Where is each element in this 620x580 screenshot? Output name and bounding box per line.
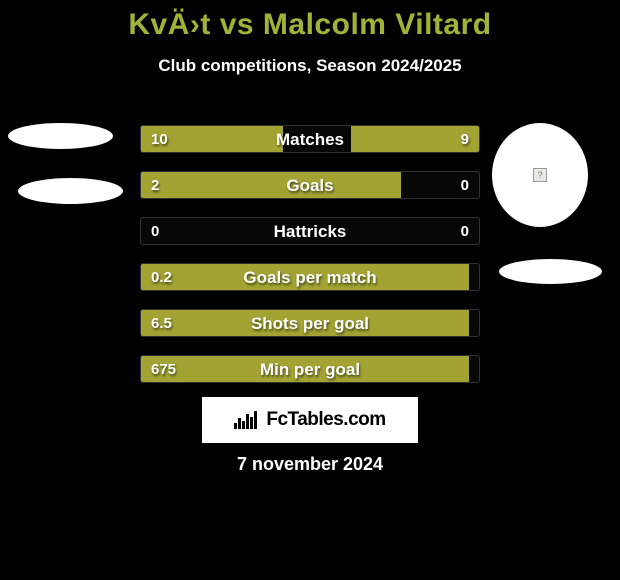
missing-image-icon: ? (533, 168, 547, 182)
left-decor-ellipse-1 (8, 123, 113, 149)
branding-badge: FcTables.com (202, 397, 418, 443)
stat-value-right: 0 (461, 172, 469, 198)
stat-value-left: 0 (151, 218, 159, 244)
snapshot-date: 7 november 2024 (0, 454, 620, 475)
stat-label: Min per goal (141, 356, 479, 382)
branding-text: FcTables.com (266, 409, 385, 431)
stat-value-left: 10 (151, 126, 168, 152)
stat-value-left: 2 (151, 172, 159, 198)
stat-row: 675Min per goal (140, 355, 480, 383)
player-right-avatar: ? (492, 123, 588, 227)
stat-label: Goals per match (141, 264, 479, 290)
stat-label: Hattricks (141, 218, 479, 244)
stat-value-left: 0.2 (151, 264, 172, 290)
right-decor-ellipse (499, 259, 602, 284)
comparison-title: KvÄ›t vs Malcolm Viltard (0, 0, 620, 42)
comparison-subtitle: Club competitions, Season 2024/2025 (0, 56, 620, 76)
left-decor-ellipse-2 (18, 178, 123, 204)
stat-row: 10Matches9 (140, 125, 480, 153)
stat-value-left: 675 (151, 356, 176, 382)
stat-label: Goals (141, 172, 479, 198)
stat-label: Shots per goal (141, 310, 479, 336)
stat-value-left: 6.5 (151, 310, 172, 336)
stat-row: 2Goals0 (140, 171, 480, 199)
stat-value-right: 9 (461, 126, 469, 152)
fctables-logo-icon (234, 411, 260, 429)
stats-container: 10Matches92Goals00Hattricks00.2Goals per… (140, 125, 480, 401)
stat-row: 0.2Goals per match (140, 263, 480, 291)
stat-label: Matches (141, 126, 479, 152)
stat-row: 6.5Shots per goal (140, 309, 480, 337)
stat-value-right: 0 (461, 218, 469, 244)
stat-row: 0Hattricks0 (140, 217, 480, 245)
